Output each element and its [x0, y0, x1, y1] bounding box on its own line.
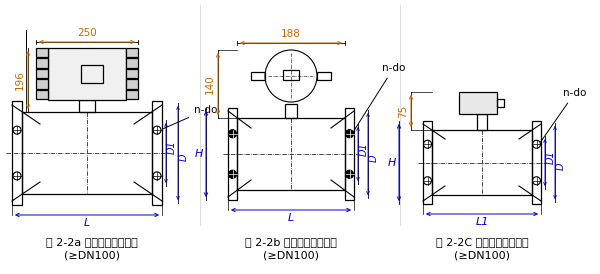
- Circle shape: [229, 170, 236, 178]
- Circle shape: [533, 177, 541, 185]
- Circle shape: [424, 140, 431, 148]
- Circle shape: [346, 130, 353, 138]
- Circle shape: [346, 130, 353, 138]
- Text: L1: L1: [475, 217, 488, 227]
- Text: 图 2-2a 一体型电磁流量计: 图 2-2a 一体型电磁流量计: [46, 237, 138, 247]
- Bar: [497, 99, 504, 107]
- Circle shape: [229, 130, 236, 138]
- Bar: [12, 101, 22, 205]
- Text: H: H: [194, 149, 203, 159]
- Bar: [36, 69, 48, 78]
- Text: 图 2-2C 分离型电磁流量计: 图 2-2C 分离型电磁流量计: [436, 237, 529, 247]
- Text: n-do: n-do: [541, 88, 586, 142]
- Text: D: D: [556, 163, 566, 170]
- Text: 196: 196: [15, 70, 25, 90]
- Text: 图 2-2b 一体型电磁流量计: 图 2-2b 一体型电磁流量计: [245, 237, 337, 247]
- Text: D1: D1: [359, 142, 369, 156]
- Text: H: H: [388, 158, 396, 167]
- Circle shape: [229, 170, 236, 178]
- Bar: [126, 79, 138, 89]
- Bar: [36, 79, 48, 89]
- Bar: [36, 58, 48, 68]
- Bar: [477, 114, 487, 130]
- Bar: [423, 121, 432, 204]
- Bar: [36, 90, 48, 99]
- Text: L: L: [288, 213, 294, 223]
- Bar: [283, 70, 299, 80]
- Bar: [285, 104, 297, 118]
- Bar: [81, 65, 103, 83]
- Text: D1: D1: [546, 151, 556, 164]
- Bar: [532, 121, 541, 204]
- Text: D1: D1: [167, 140, 177, 154]
- Text: n-do: n-do: [163, 105, 217, 129]
- Bar: [228, 108, 237, 200]
- Text: (≥DN100): (≥DN100): [64, 250, 120, 260]
- Bar: [126, 69, 138, 78]
- Circle shape: [533, 140, 541, 148]
- Text: n-do: n-do: [353, 63, 406, 132]
- Text: (≥DN100): (≥DN100): [263, 250, 319, 260]
- Text: (≥DN100): (≥DN100): [454, 250, 510, 260]
- Bar: [126, 90, 138, 99]
- Bar: [22, 112, 152, 194]
- Bar: [237, 118, 345, 190]
- Bar: [36, 48, 48, 57]
- Bar: [317, 72, 331, 80]
- Text: 140: 140: [205, 74, 215, 94]
- Bar: [48, 48, 126, 100]
- Circle shape: [424, 177, 431, 185]
- Text: 250: 250: [77, 28, 97, 38]
- Bar: [432, 130, 532, 195]
- Text: 75: 75: [398, 104, 408, 118]
- Bar: [459, 92, 497, 114]
- Bar: [152, 101, 162, 205]
- Text: D: D: [369, 154, 379, 162]
- Text: L: L: [84, 218, 90, 228]
- Bar: [79, 100, 95, 112]
- Text: D: D: [179, 153, 189, 161]
- Bar: [251, 72, 265, 80]
- Bar: [126, 48, 138, 57]
- Text: 188: 188: [281, 29, 301, 39]
- Circle shape: [346, 170, 353, 178]
- Circle shape: [346, 170, 353, 178]
- Bar: [126, 58, 138, 68]
- Bar: [345, 108, 354, 200]
- Circle shape: [229, 130, 236, 138]
